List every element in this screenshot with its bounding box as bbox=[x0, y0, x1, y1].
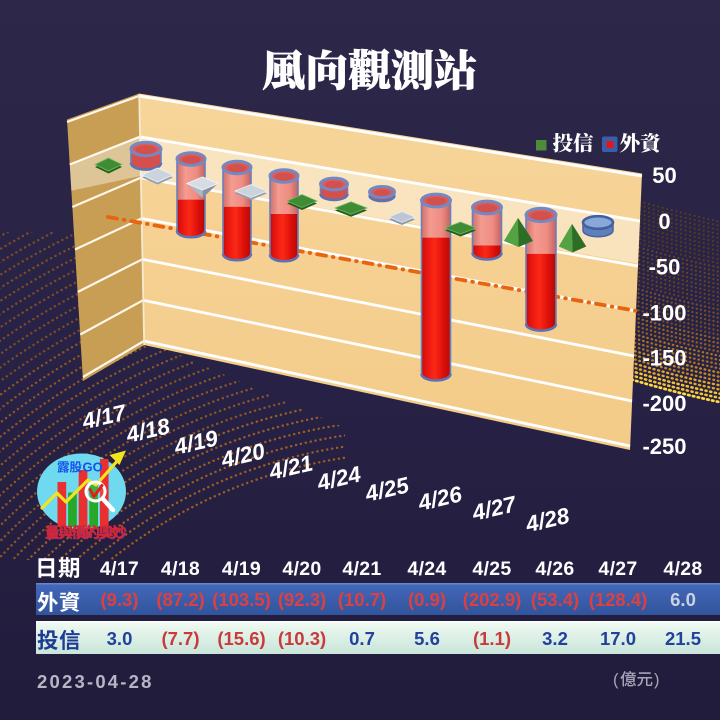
svg-text:GO: GO bbox=[83, 460, 103, 475]
svg-text:6.0: 6.0 bbox=[670, 589, 696, 610]
svg-text:(1.1): (1.1) bbox=[473, 628, 511, 649]
svg-text:-100: -100 bbox=[642, 301, 686, 326]
svg-text:-200: -200 bbox=[642, 391, 686, 416]
svg-text:(: ( bbox=[613, 671, 619, 689]
svg-text:(7.7): (7.7) bbox=[161, 628, 199, 649]
svg-text:(53.4): (53.4) bbox=[531, 589, 579, 610]
svg-text:(15.6): (15.6) bbox=[217, 628, 265, 649]
svg-text:(10.3): (10.3) bbox=[278, 628, 326, 649]
svg-text:(103.5): (103.5) bbox=[212, 589, 271, 610]
svg-text:4/20: 4/20 bbox=[282, 558, 321, 580]
svg-text:): ) bbox=[654, 671, 660, 689]
svg-text:17.0: 17.0 bbox=[600, 628, 636, 649]
svg-text:5.6: 5.6 bbox=[414, 628, 440, 649]
svg-text:3.2: 3.2 bbox=[542, 628, 568, 649]
svg-text:-50: -50 bbox=[649, 255, 681, 280]
svg-text:(10.7): (10.7) bbox=[338, 589, 386, 610]
svg-text:4/26: 4/26 bbox=[535, 558, 574, 580]
svg-text:2023-04-28: 2023-04-28 bbox=[37, 671, 154, 692]
svg-text:0.7: 0.7 bbox=[349, 628, 375, 649]
svg-text:4/27: 4/27 bbox=[598, 558, 637, 580]
svg-text:4/24: 4/24 bbox=[407, 558, 446, 580]
svg-text:4/21: 4/21 bbox=[342, 558, 381, 580]
svg-text:4/17: 4/17 bbox=[100, 558, 139, 580]
svg-text:4/19: 4/19 bbox=[222, 558, 261, 580]
svg-text:4/25: 4/25 bbox=[472, 558, 511, 580]
svg-text:3.0: 3.0 bbox=[107, 628, 133, 649]
svg-text:-250: -250 bbox=[642, 434, 686, 459]
svg-text:21.5: 21.5 bbox=[665, 628, 701, 649]
svg-text:(9.3): (9.3) bbox=[100, 589, 138, 610]
svg-text:(128.4): (128.4) bbox=[589, 589, 648, 610]
svg-text:(92.3): (92.3) bbox=[278, 589, 326, 610]
svg-text:4/18: 4/18 bbox=[161, 558, 200, 580]
svg-text:(87.2): (87.2) bbox=[156, 589, 204, 610]
svg-text:4/28: 4/28 bbox=[663, 558, 702, 580]
svg-text:(0.9): (0.9) bbox=[408, 589, 446, 610]
svg-text:(202.9): (202.9) bbox=[463, 589, 522, 610]
svg-text:-150: -150 bbox=[642, 346, 686, 371]
svg-text:50: 50 bbox=[652, 163, 676, 188]
svg-text:0: 0 bbox=[658, 209, 670, 234]
